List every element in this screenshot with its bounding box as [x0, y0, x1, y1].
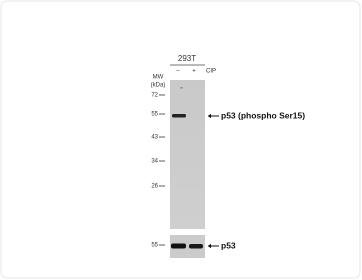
mw-marker: 55 [151, 112, 158, 118]
blot-panel [170, 80, 205, 229]
mw-marker: 72 [151, 93, 158, 99]
treatment-label: CIP [206, 69, 216, 75]
figure: 293T – + CIP MW (kDa) 7255433426 p53 (ph… [0, 0, 362, 280]
cell-line: 293T [178, 54, 196, 63]
mw-marker: 55 [151, 243, 158, 249]
lane-label: + [192, 69, 196, 75]
band-label: p53 (phospho Ser15) [221, 110, 305, 120]
mw-title: MW [153, 75, 164, 81]
mw-unit: (kDa) [151, 83, 166, 89]
band [172, 114, 186, 118]
mw-marker: 34 [151, 159, 158, 165]
spot [180, 87, 183, 89]
mw-marker: 43 [151, 135, 158, 141]
mw-marker: 26 [151, 184, 158, 190]
band-label: p53 [221, 240, 236, 250]
band [189, 244, 203, 249]
band [171, 244, 186, 249]
